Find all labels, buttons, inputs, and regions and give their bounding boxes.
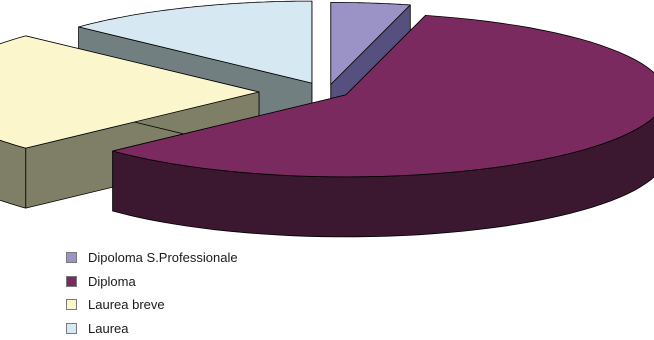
legend-swatch: [66, 323, 77, 334]
legend-item: Laurea breve: [66, 293, 238, 317]
legend-label: Diploma: [88, 274, 136, 289]
legend-swatch: [66, 276, 77, 287]
legend-item: Laurea: [66, 317, 238, 340]
legend-item: Diploma: [66, 270, 238, 294]
legend: Dipoloma S.Professionale Diploma Laurea …: [66, 246, 238, 340]
legend-swatch: [66, 299, 77, 310]
legend-label: Laurea breve: [88, 297, 165, 312]
legend-label: Dipoloma S.Professionale: [88, 250, 238, 265]
legend-item: Dipoloma S.Professionale: [66, 246, 238, 270]
legend-swatch: [66, 252, 77, 263]
legend-label: Laurea: [88, 321, 128, 336]
